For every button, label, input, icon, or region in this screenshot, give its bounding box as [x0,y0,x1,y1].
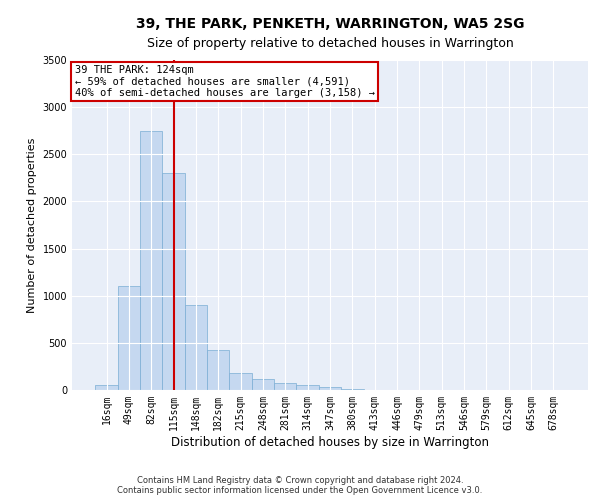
Bar [296,386,319,390]
Bar [140,130,163,390]
Text: Size of property relative to detached houses in Warrington: Size of property relative to detached ho… [146,38,514,51]
Bar [252,378,274,390]
Bar [118,286,140,390]
X-axis label: Distribution of detached houses by size in Warrington: Distribution of detached houses by size … [171,436,489,448]
Bar [163,173,185,390]
Bar [274,384,296,390]
Y-axis label: Number of detached properties: Number of detached properties [27,138,37,312]
Bar [185,305,207,390]
Text: 39 THE PARK: 124sqm
← 59% of detached houses are smaller (4,591)
40% of semi-det: 39 THE PARK: 124sqm ← 59% of detached ho… [74,65,374,98]
Bar [341,388,364,390]
Text: Contains HM Land Registry data © Crown copyright and database right 2024.
Contai: Contains HM Land Registry data © Crown c… [118,476,482,495]
Bar [229,373,252,390]
Bar [207,350,229,390]
Text: 39, THE PARK, PENKETH, WARRINGTON, WA5 2SG: 39, THE PARK, PENKETH, WARRINGTON, WA5 2… [136,18,524,32]
Bar [319,387,341,390]
Bar [95,386,118,390]
